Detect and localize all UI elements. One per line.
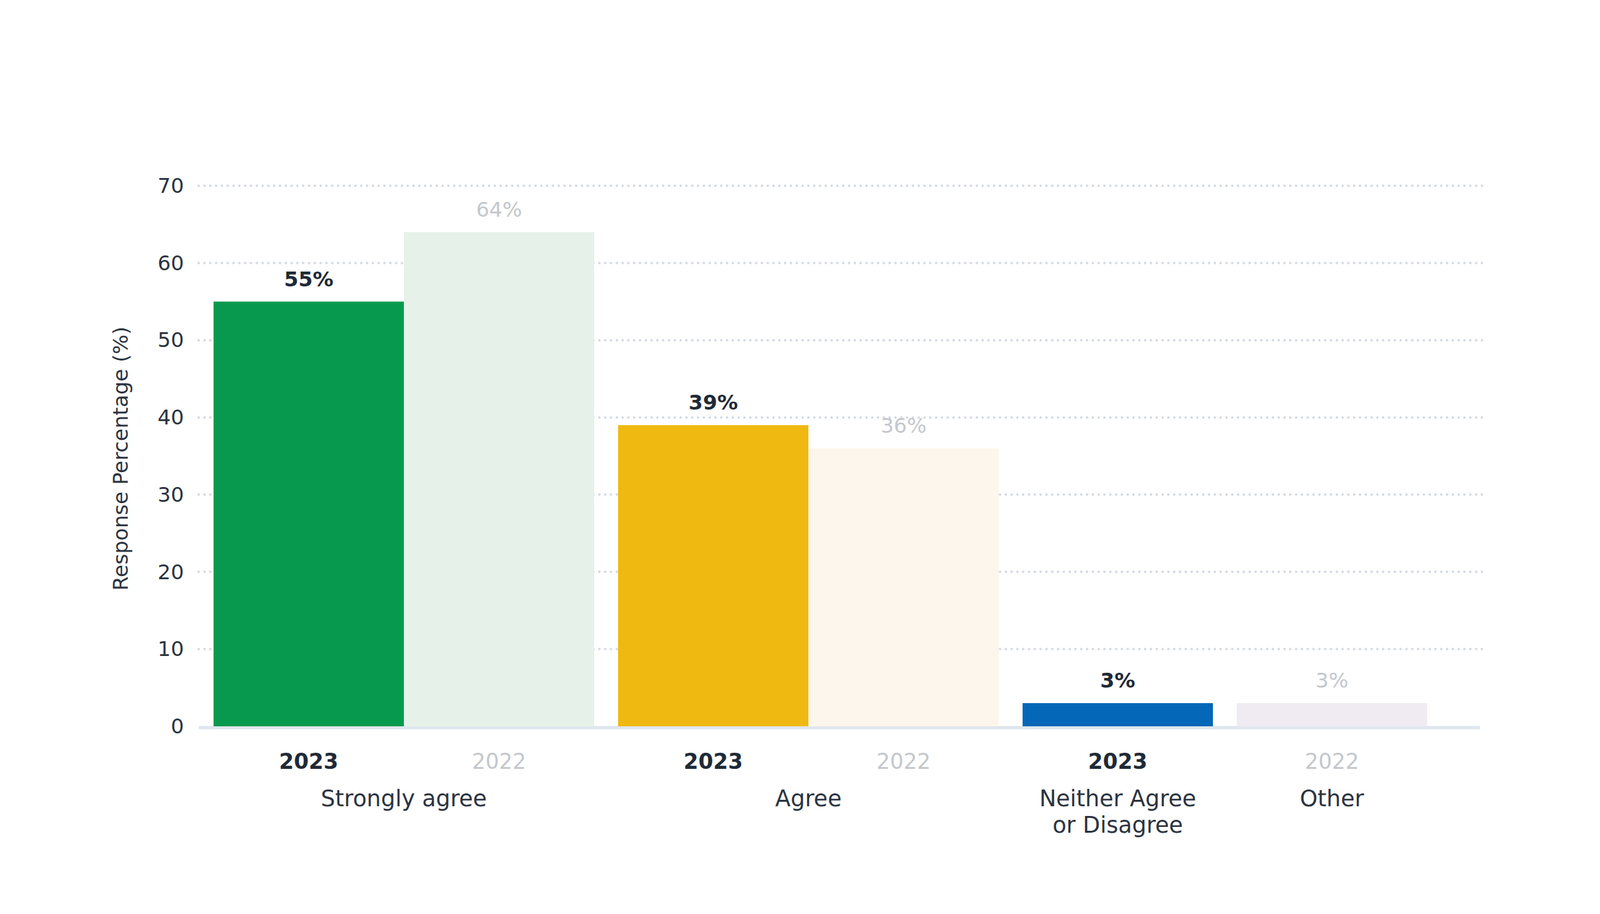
- data-label: 64%: [476, 197, 522, 222]
- bar: [403, 232, 595, 727]
- y-tick-label: 30: [157, 482, 184, 508]
- group-label: Strongly agree: [320, 785, 487, 812]
- bars: [213, 232, 1428, 727]
- data-label: 3%: [1100, 668, 1135, 693]
- group-label-line: Neither Agree: [1039, 785, 1197, 812]
- y-axis-title: Response Percentage (%): [108, 326, 133, 591]
- y-tick-label: 70: [157, 173, 184, 199]
- x-tick-label: 2022: [472, 749, 527, 775]
- group-label: Agree: [775, 785, 842, 812]
- group-label: Neither Agreeor Disagree: [1039, 785, 1197, 839]
- group-label: Other: [1300, 785, 1365, 812]
- y-tick-label: 50: [157, 327, 184, 353]
- bar: [1236, 703, 1428, 727]
- group-label-line: or Disagree: [1052, 812, 1183, 839]
- bar: [808, 448, 999, 727]
- data-label: 39%: [688, 390, 739, 415]
- y-tick-label: 60: [157, 250, 184, 276]
- data-label: 55%: [283, 267, 334, 292]
- x-tick-label: 2023: [279, 749, 339, 775]
- x-tick-label: 2023: [1088, 749, 1148, 775]
- y-tick-label: 40: [157, 405, 184, 430]
- y-tick-label: 0: [170, 714, 184, 739]
- y-tick-label: 20: [157, 560, 184, 585]
- baseline: [198, 726, 1480, 730]
- x-tick-label: 2022: [876, 749, 931, 775]
- bar: [1022, 703, 1213, 727]
- bar: [618, 425, 809, 727]
- x-tick-label: 2022: [1305, 749, 1360, 775]
- x-tick-label: 2023: [683, 749, 744, 775]
- bar: [213, 301, 404, 727]
- chart-svg: 0 10 20 30 40 50 60 70 Response Percentage (%) 55…: [0, 0, 1600, 914]
- grid-line: [198, 184, 1484, 188]
- grid: [198, 185, 1484, 728]
- data-label: 3%: [1315, 668, 1349, 693]
- grid-line: [198, 261, 1484, 265]
- data-label: 36%: [880, 413, 927, 439]
- y-tick-label: 10: [157, 636, 184, 662]
- chart-container: 0 10 20 30 40 50 60 70 Response Percentage (%) 55…: [0, 0, 1600, 914]
